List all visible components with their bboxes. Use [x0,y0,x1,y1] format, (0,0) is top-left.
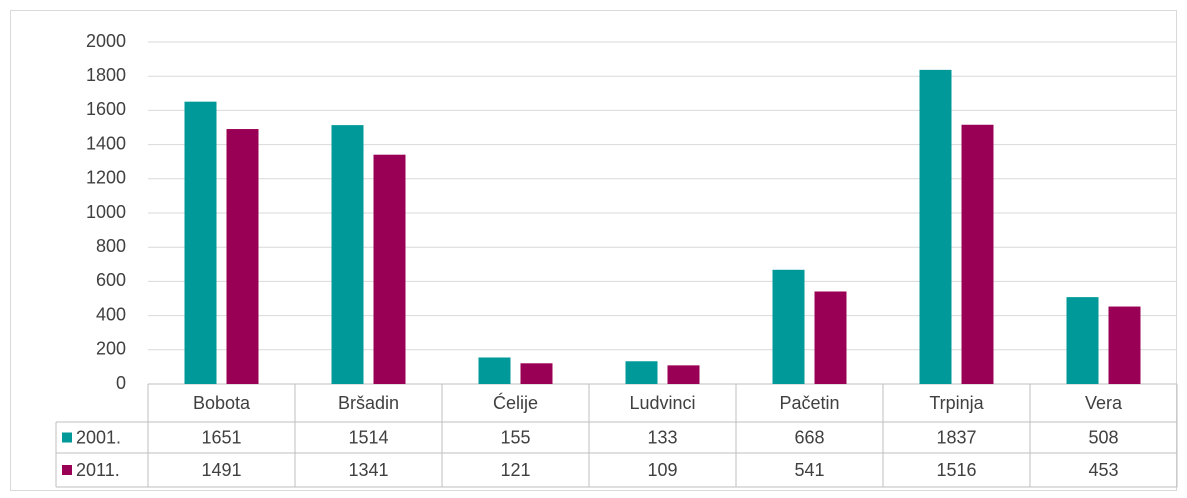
bar [226,129,259,384]
bar [1066,297,1099,384]
table-value: 453 [1088,460,1118,480]
y-tick-label: 1000 [86,202,126,222]
legend-swatch [62,432,72,443]
table-value: 541 [794,460,824,480]
x-tick-label: Vera [1085,393,1123,413]
legend-label: 2011. [76,460,120,480]
y-tick-label: 1600 [86,99,126,119]
table-value: 668 [794,427,824,447]
table-value: 1837 [936,427,976,447]
x-tick-label: Bršadin [338,393,399,413]
x-tick-label: Bobota [193,393,251,413]
bar [520,363,553,384]
x-tick-label: Trpinja [929,393,984,413]
table-value: 133 [647,427,677,447]
bar [772,269,805,384]
table-value: 155 [500,427,530,447]
table-value: 1651 [201,427,241,447]
table-value: 1516 [936,460,976,480]
y-tick-label: 800 [96,236,126,256]
legend-swatch [62,465,72,475]
y-tick-label: 1200 [86,168,126,188]
chart-border [10,10,1177,491]
bar [625,361,658,384]
x-tick-label: Pačetin [779,393,839,413]
table-value: 1341 [348,460,388,480]
y-tick-label: 400 [96,304,126,324]
y-tick-label: 200 [96,339,126,359]
table-value: 109 [647,460,677,480]
x-tick-label: Ćelije [493,392,538,413]
y-tick-label: 2000 [86,31,126,51]
bar [1108,306,1141,384]
table-value: 508 [1088,427,1118,447]
bar [331,125,364,384]
bar [667,365,700,384]
x-tick-label: Ludvinci [629,393,695,413]
bar [961,124,994,384]
y-tick-label: 0 [116,373,126,393]
y-tick-label: 600 [96,270,126,290]
y-tick-label: 1400 [86,133,126,153]
bar [478,357,511,384]
bar [184,101,217,384]
bar [919,69,952,385]
legend-label: 2001. [76,427,121,447]
y-tick-label: 1800 [86,65,126,85]
bar [814,291,847,384]
bar [373,154,406,384]
table-value: 1491 [201,460,241,480]
table-value: 121 [500,460,530,480]
table-value: 1514 [348,427,388,447]
